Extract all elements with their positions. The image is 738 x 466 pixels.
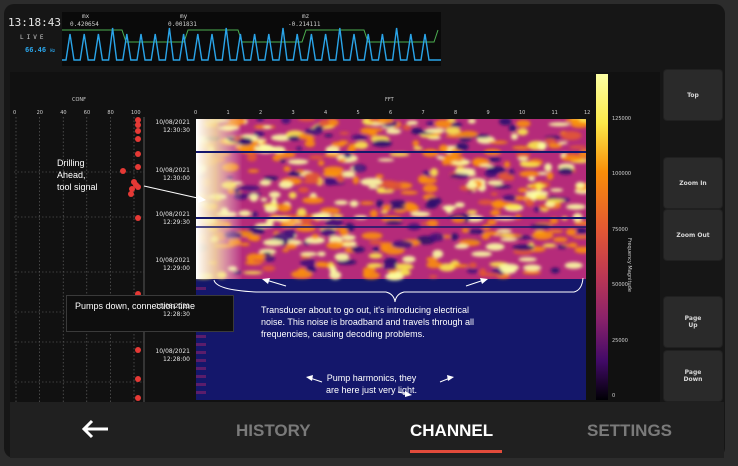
tab-channel[interactable]: CHANNEL	[410, 421, 494, 440]
timestamp-date: 10/08/2021	[155, 167, 190, 174]
conf-point	[135, 376, 141, 382]
conf-plot	[14, 117, 145, 402]
fft-tick-7: 7	[421, 110, 425, 116]
fft-tick-2: 2	[259, 110, 263, 116]
conf-point	[135, 164, 141, 170]
fft-tick-4: 4	[324, 110, 328, 116]
fft-tick-9: 9	[486, 110, 490, 116]
fft-tick-0: 0	[194, 110, 198, 116]
tab-history[interactable]: HISTORY	[236, 421, 311, 440]
fft-tick-1: 1	[226, 110, 230, 116]
annotation-transducer: Transducer about to go out, it's introdu…	[261, 305, 474, 339]
conf-point	[129, 186, 135, 192]
channel-mz-value: -0.214111	[288, 21, 321, 28]
harmonics-arrows-icon	[306, 375, 454, 397]
fft-tick-8: 8	[454, 110, 458, 116]
timestamp-time: 12:28:30	[163, 311, 190, 318]
fft-tick-3: 3	[291, 110, 295, 116]
conf-point	[135, 117, 141, 123]
annotation-pump-harmonics: Pump harmonics, they are here just very …	[326, 373, 418, 395]
timestamp-time: 12:29:00	[163, 265, 190, 272]
waveform-panel	[62, 12, 441, 66]
conf-point	[135, 122, 141, 128]
conf-tick-100: 100	[131, 110, 141, 116]
spectrogram	[196, 119, 586, 400]
timestamp-time: 12:30:30	[163, 127, 190, 134]
conf-point	[135, 184, 141, 190]
conf-tick-80: 80	[107, 110, 114, 116]
conf-point	[135, 215, 141, 221]
waveform-line	[62, 27, 441, 61]
timestamp-time: 12:28:00	[163, 356, 190, 363]
fft-title: FFT	[385, 97, 394, 103]
clock: 13:18:43	[8, 16, 61, 29]
conf-point	[135, 347, 141, 353]
conf-tick-40: 40	[60, 110, 67, 116]
colorbar-tick: 0	[612, 393, 616, 399]
bottom-nav	[10, 402, 724, 458]
arrow-left-icon[interactable]	[80, 419, 110, 439]
annotation-drilling: Drilling Ahead, tool signal	[57, 158, 98, 192]
channel-my-value: 0.001831	[168, 21, 197, 28]
fft-tick-5: 5	[356, 110, 360, 116]
fft-tick-12: 12	[584, 110, 591, 116]
timestamp-date: 10/08/2021	[155, 348, 190, 355]
timestamp-date: 10/08/2021	[155, 211, 190, 218]
timestamp-time: 12:29:30	[163, 219, 190, 226]
conf-point	[135, 151, 141, 157]
conf-tick-20: 20	[36, 110, 43, 116]
zoom-out-button[interactable]: Zoom Out	[664, 210, 722, 260]
conf-tick-0: 0	[13, 110, 17, 116]
live-label: LIVE	[20, 34, 47, 41]
channel-my-name: my	[180, 13, 188, 20]
colorbar-tick: 25000	[612, 338, 628, 344]
colorbar-tick: 100000	[612, 171, 632, 177]
channel-mz-name: mz	[302, 13, 310, 20]
fft-tick-11: 11	[551, 110, 558, 116]
colorbar-tick: 75000	[612, 227, 628, 233]
conf-point	[135, 395, 141, 401]
zoom-in-button[interactable]: Zoom In	[664, 158, 722, 208]
annotation-pumps-down: Pumps down, connection time	[66, 295, 234, 332]
waveform-chart	[62, 27, 441, 61]
colorbar	[596, 74, 608, 400]
timestamp-date: 10/08/2021	[155, 257, 190, 264]
channel-mx-name: mx	[82, 13, 90, 20]
top-button[interactable]: Top	[664, 70, 722, 120]
fft-tick-10: 10	[519, 110, 526, 116]
timestamp-time: 12:30:00	[163, 175, 190, 182]
waveform-path	[62, 27, 441, 61]
conf-point	[135, 128, 141, 134]
page-up-button[interactable]: Page Up	[664, 297, 722, 347]
active-tab-indicator	[410, 450, 502, 453]
conf-point	[135, 136, 141, 142]
conf-point	[120, 168, 126, 174]
conf-title: CONF	[72, 97, 87, 103]
transducer-bracket	[213, 277, 584, 303]
timestamp-date: 10/08/2021	[155, 303, 190, 310]
colorbar-tick: 50000	[612, 282, 628, 288]
sample-rate: 66.46 Hz	[25, 46, 56, 54]
page-down-button[interactable]: Page Down	[664, 351, 722, 401]
colorbar-tick: 125000	[612, 116, 632, 122]
timestamp-date: 10/08/2021	[155, 119, 190, 126]
tab-settings[interactable]: SETTINGS	[587, 421, 673, 440]
conf-point	[128, 191, 134, 197]
conf-tick-60: 60	[83, 110, 91, 116]
channel-mx-value: 0.420654	[70, 21, 99, 28]
fft-tick-6: 6	[389, 110, 393, 116]
drilling-arrow-icon	[143, 185, 206, 203]
